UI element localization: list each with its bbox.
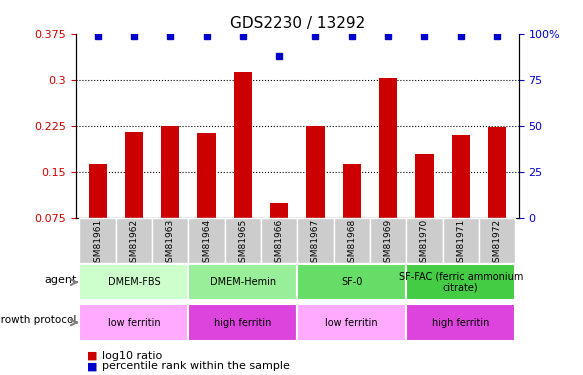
Text: GSM81968: GSM81968 [347, 219, 356, 268]
Text: low ferritin: low ferritin [108, 318, 160, 327]
Text: DMEM-FBS: DMEM-FBS [108, 277, 160, 287]
Bar [415, 154, 434, 218]
Bar [224, 217, 261, 262]
Bar [297, 304, 406, 341]
Bar [152, 217, 188, 262]
Bar [125, 132, 143, 218]
Bar [270, 203, 288, 217]
Text: SF-FAC (ferric ammonium
citrate): SF-FAC (ferric ammonium citrate) [399, 272, 523, 293]
Text: GSM81962: GSM81962 [129, 219, 138, 268]
Bar [406, 304, 515, 341]
Text: SF-0: SF-0 [341, 277, 363, 287]
Bar [79, 217, 116, 262]
Text: percentile rank within the sample: percentile rank within the sample [102, 361, 290, 371]
Text: agent: agent [44, 275, 76, 285]
Bar [116, 217, 152, 262]
Bar [161, 126, 180, 218]
Text: GSM81965: GSM81965 [238, 219, 247, 268]
Text: GSM81967: GSM81967 [311, 219, 320, 268]
Text: GSM81969: GSM81969 [384, 219, 392, 268]
Text: GSM81963: GSM81963 [166, 219, 175, 268]
Bar [79, 304, 188, 341]
Text: high ferritin: high ferritin [432, 318, 490, 327]
Bar [479, 217, 515, 262]
Text: GSM81970: GSM81970 [420, 219, 429, 268]
Bar [333, 217, 370, 262]
Text: high ferritin: high ferritin [214, 318, 272, 327]
Text: growth protocol: growth protocol [0, 315, 76, 326]
Text: GSM81964: GSM81964 [202, 219, 211, 268]
Text: ■: ■ [87, 351, 98, 361]
Title: GDS2230 / 13292: GDS2230 / 13292 [230, 16, 365, 31]
Bar [234, 72, 252, 217]
Bar [406, 264, 515, 300]
Bar [198, 133, 216, 218]
Text: GSM81966: GSM81966 [275, 219, 284, 268]
Bar [79, 264, 188, 300]
Text: GSM81961: GSM81961 [93, 219, 102, 268]
Text: GSM81971: GSM81971 [456, 219, 465, 268]
Bar [307, 126, 325, 218]
Bar [297, 264, 406, 300]
Bar [89, 164, 107, 218]
Bar [188, 304, 297, 341]
Text: DMEM-Hemin: DMEM-Hemin [210, 277, 276, 287]
Bar [452, 135, 470, 218]
Bar [297, 217, 333, 262]
Text: ■: ■ [87, 361, 98, 371]
Text: log10 ratio: log10 ratio [102, 351, 162, 361]
Text: low ferritin: low ferritin [325, 318, 378, 327]
Bar [261, 217, 297, 262]
Bar [188, 264, 297, 300]
Bar [343, 164, 361, 218]
Text: GSM81972: GSM81972 [493, 219, 501, 268]
Bar [379, 78, 397, 218]
Bar [442, 217, 479, 262]
Bar [188, 217, 224, 262]
Bar [370, 217, 406, 262]
Bar [488, 128, 506, 218]
Bar [406, 217, 442, 262]
